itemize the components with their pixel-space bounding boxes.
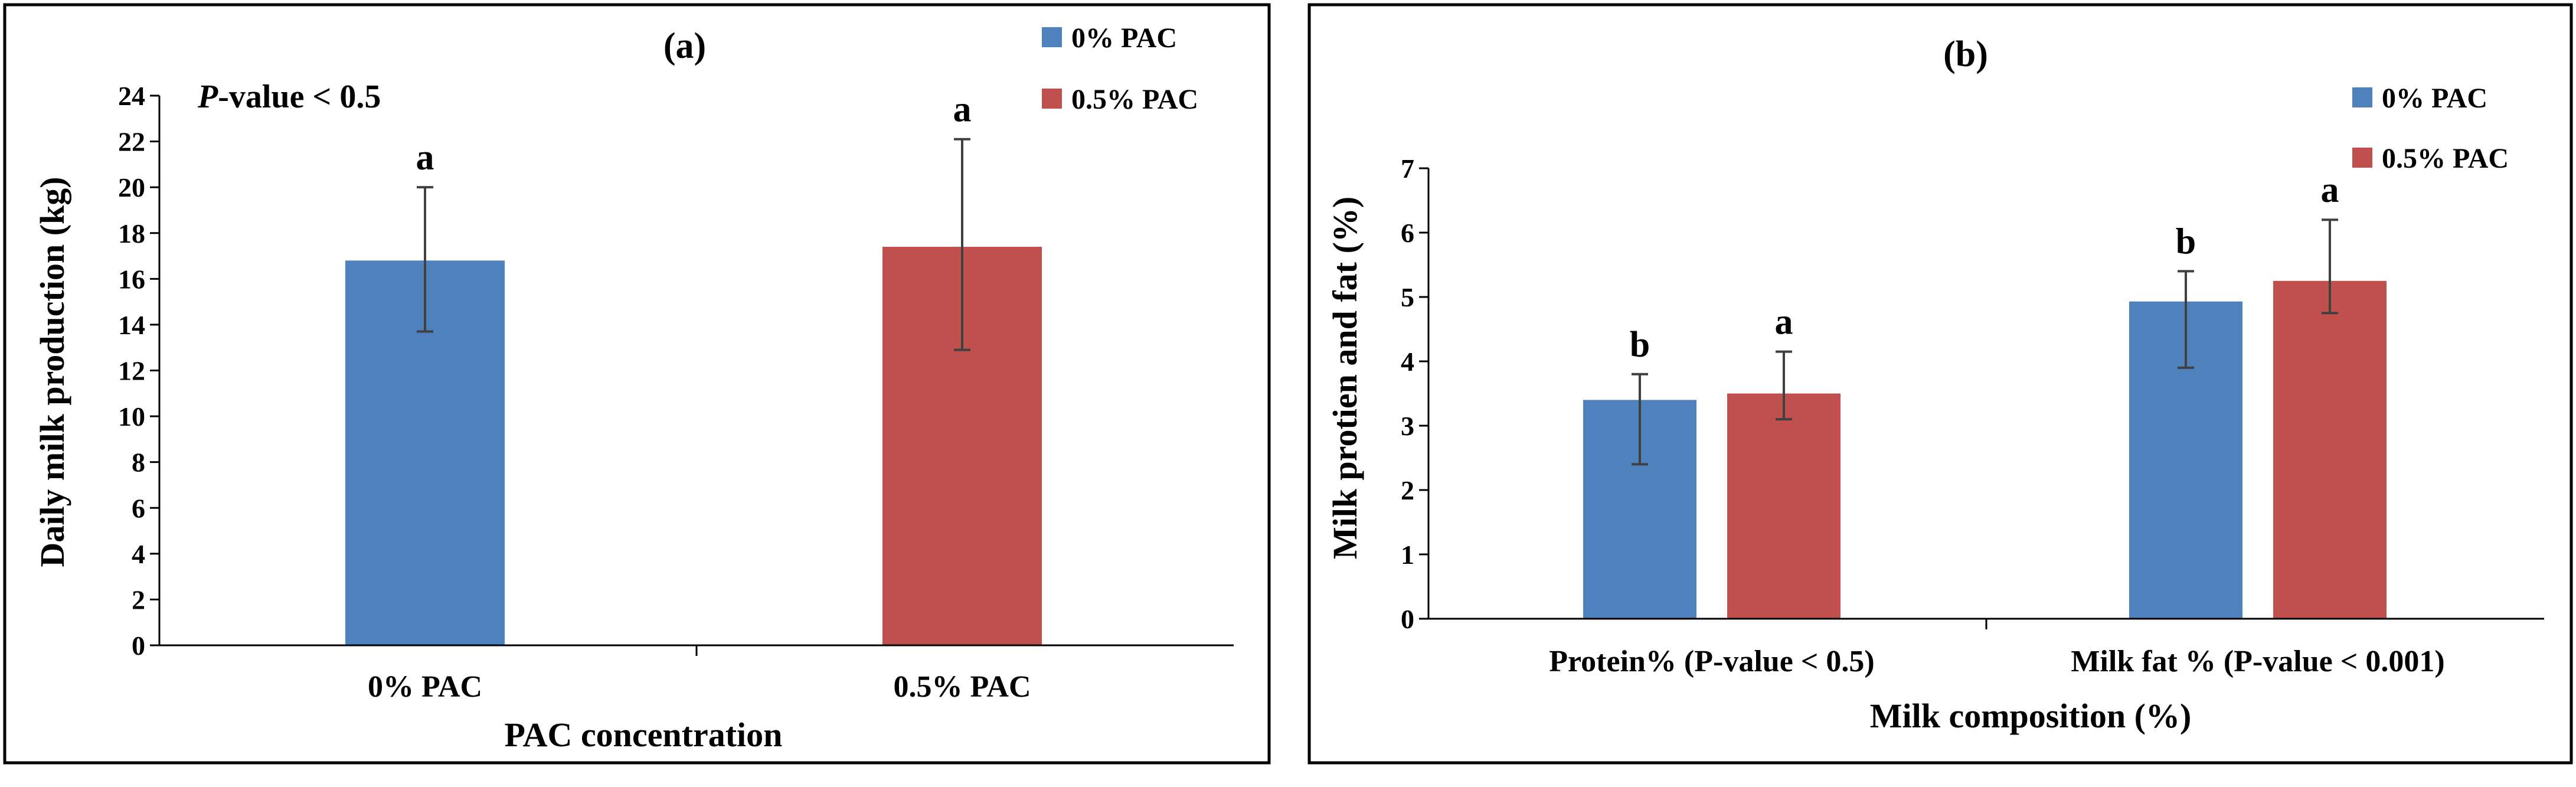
panel-b-significance-letter-s0-g0: b [1630,325,1650,365]
panel-b-bar-s1-g0 [1727,393,1841,619]
panel-a-y-tick-label: 10 [118,401,145,432]
panel-a-y-tick-label: 2 [132,584,145,615]
panel-a-legend-label-0: 0% PAC [1071,22,1177,54]
panel-a-legend-swatch-1 [1042,89,1062,109]
panel-a-y-tick-label: 8 [132,448,145,478]
panel-b-y-tick-label: 1 [1401,540,1414,570]
panel-b-y-tick-label: 5 [1401,282,1414,312]
panel-a-category-label-0: 0% PAC [368,670,482,704]
panel-b-bar-s1-g1 [2273,280,2387,619]
panel-b-x-axis-label: Milk composition (%) [1870,697,2192,735]
panel-b-significance-letter-s0-g1: b [2176,221,2196,262]
panel-b-y-tick-label: 3 [1401,411,1414,441]
panel-a-legend-swatch-0 [1042,27,1062,47]
panel-a-significance-letter-0: a [416,138,434,178]
panel-b-y-tick-label: 4 [1401,347,1414,377]
panel-a-y-tick-label: 14 [118,310,145,340]
panel-a-legend-label-1: 0.5% PAC [1071,84,1198,115]
panel-a-y-tick-label: 0 [132,631,145,661]
panel-b-y-tick-label: 0 [1401,604,1414,634]
panel-a-y-tick-label: 20 [118,172,145,203]
panel-a-title: (a) [663,26,706,66]
panel-a-pvalue-italic: P [197,79,218,115]
panel-a-y-tick-label: 12 [118,356,145,386]
panel-a-y-tick-label: 18 [118,218,145,249]
panel-b-error-bar-s1-g1 [2322,218,2338,315]
panel-a-x-axis-label: PAC concentration [505,716,783,754]
panel-b-y-axis-label: Milk protien and fat (%) [1326,197,1364,559]
panel-b-error-bar-s1-g0 [1776,350,1792,421]
panel-a-error-bar-1 [954,138,970,351]
panel-b-y-tick-label: 7 [1401,154,1414,184]
panel-a-y-tick-label: 16 [118,264,145,294]
panel-b-error-bar-s0-g0 [1632,373,1648,466]
panel-a-y-tick-label: 22 [118,127,145,157]
panel-b-legend-label-0: 0% PAC [2382,83,2487,114]
panel-b-legend-label-1: 0.5% PAC [2382,143,2509,174]
panel-a-error-bar-0 [417,186,433,333]
panel-a-significance-letter-1: a [953,90,972,130]
panel-b-y-tick-label: 6 [1401,218,1414,248]
panel-b-significance-letter-s1-g0: a [1775,302,1793,342]
panel-b-y-axis: 0 1 2 3 4 5 6 7 [1401,154,1987,634]
panel-a-pvalue-rest: -value < 0.5 [218,79,381,115]
panel-a-y-tick-label: 6 [132,493,145,523]
panel-a-y-tick-label: 4 [132,539,145,569]
panel-a-y-axis-label: Daily milk production (kg) [33,177,71,567]
panel-a-pvalue: P-value < 0.5 [197,79,381,115]
panel-a-bars: aa [345,90,1042,645]
panel-b-category-label-1: Milk fat % (P-value < 0.001) [2071,645,2444,678]
panel-a-category-label-1: 0.5% PAC [893,670,1031,704]
panel-b-bars: b b a a [1583,170,2387,619]
panel-b-error-bar-s0-g1 [2178,270,2194,369]
panel-b-legend-swatch-0 [2352,87,2372,107]
panel-b-title: (b) [1943,34,1988,74]
panel-a-y-tick-label: 24 [118,81,145,111]
panel-a-frame [3,3,1271,765]
panel-b-legend-swatch-1 [2352,148,2372,168]
panel-b-y-tick-label: 2 [1401,475,1414,505]
panel-b-significance-letter-s1-g1: a [2321,170,2339,210]
panel-b-category-label-0: Protein% (P-value < 0.5) [1549,645,1874,678]
